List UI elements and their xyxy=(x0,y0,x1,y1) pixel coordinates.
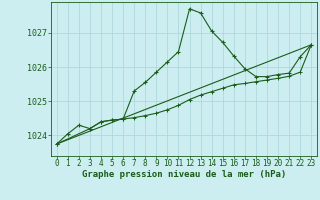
X-axis label: Graphe pression niveau de la mer (hPa): Graphe pression niveau de la mer (hPa) xyxy=(82,170,286,179)
